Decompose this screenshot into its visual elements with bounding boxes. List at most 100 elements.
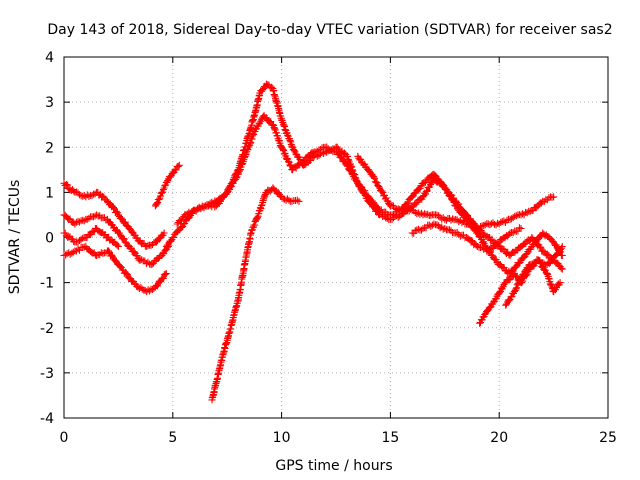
data-point-trail xyxy=(123,241,131,249)
data-point-trail xyxy=(488,235,496,243)
data-point-trail xyxy=(537,243,545,251)
data-point-trail xyxy=(227,182,235,190)
data-point-trail xyxy=(492,295,500,303)
data-point-trail xyxy=(375,183,383,190)
data-point-trail xyxy=(76,191,83,199)
data-point-trail xyxy=(370,203,378,211)
data-point-trail xyxy=(280,122,288,130)
data-point-trail xyxy=(279,146,287,153)
data-point-trail xyxy=(178,224,186,231)
data-point-trail xyxy=(174,162,182,170)
x-tick-label: 15 xyxy=(381,430,399,446)
data-point-trail xyxy=(112,226,120,234)
data-point-trail xyxy=(491,220,498,228)
data-point-trail xyxy=(65,249,73,257)
data-point-trail xyxy=(141,286,149,294)
data-point-trail xyxy=(256,91,263,99)
data-point-trail xyxy=(287,140,295,148)
data-point-trail xyxy=(373,206,381,214)
data-point-trail xyxy=(357,155,365,163)
data-point-trail xyxy=(290,147,298,154)
data-point-trail xyxy=(346,167,354,175)
data-point-trail xyxy=(64,181,72,189)
data-point-trail xyxy=(341,158,349,166)
data-point-trail xyxy=(251,221,259,229)
data-point-trail xyxy=(144,258,152,266)
data-point-trail xyxy=(516,258,524,266)
data-point-trail xyxy=(240,261,248,269)
data-point-trail xyxy=(235,167,243,175)
data-point-trail xyxy=(435,212,443,220)
data-point-trail xyxy=(134,255,142,262)
data-point-trail xyxy=(79,234,87,242)
data-point-trail xyxy=(257,205,265,213)
y-tick-label: -2 xyxy=(40,321,54,337)
data-point-trail xyxy=(406,204,414,212)
data-point-trail xyxy=(254,214,261,222)
data-point-trail xyxy=(62,181,70,188)
data-point-trail xyxy=(286,137,294,145)
data-point xyxy=(419,225,427,232)
data-point-trail xyxy=(341,149,348,157)
data-point-trail xyxy=(69,186,76,194)
data-point-trail xyxy=(412,200,420,208)
y-tick-label: 1 xyxy=(45,185,54,201)
data-point-trail xyxy=(138,285,146,293)
data-point-trail xyxy=(337,153,345,161)
data-point-trail xyxy=(170,233,178,241)
data-point-trail xyxy=(523,209,531,217)
data-point-trail xyxy=(105,247,112,255)
data-point-trail xyxy=(72,188,80,196)
data-point-trail xyxy=(444,189,452,196)
data-point-trail xyxy=(456,232,464,240)
data-point-trail xyxy=(101,231,109,238)
y-tick-label: -4 xyxy=(40,411,54,427)
data-point-trail xyxy=(281,122,289,130)
data-point-trail xyxy=(112,207,120,215)
data-point-trail xyxy=(438,215,446,223)
data-point-trail xyxy=(394,213,402,221)
data-point-trail xyxy=(449,197,457,205)
data-point-trail xyxy=(487,220,495,228)
data-point-trail xyxy=(423,187,431,195)
data-point-trail xyxy=(356,182,364,190)
data-point-trail xyxy=(418,209,425,217)
data-point-trail xyxy=(185,208,193,216)
x-tick-label: 10 xyxy=(273,430,291,446)
data-point-trail xyxy=(515,259,523,267)
data-point-trail xyxy=(348,170,356,178)
data-point-trail xyxy=(154,199,162,207)
data-point-trail xyxy=(283,195,291,203)
x-tick-label: 0 xyxy=(60,430,69,446)
data-point-trail xyxy=(159,275,167,282)
data-point-trail xyxy=(504,232,512,240)
data-point-trail xyxy=(226,185,234,193)
data-point-trail xyxy=(267,118,275,126)
data-point-trail xyxy=(446,226,453,234)
data-point-trail xyxy=(406,195,414,203)
data-point-trail xyxy=(153,200,161,208)
data-point-trail xyxy=(514,280,522,288)
data-point-trail xyxy=(545,260,553,268)
data-point-trail xyxy=(247,138,255,146)
data-point-trail xyxy=(500,280,508,288)
data-point-trail xyxy=(288,142,296,150)
data-point-trail xyxy=(553,251,561,259)
data-point-trail xyxy=(378,187,386,195)
data-point-trail xyxy=(555,281,563,289)
data-points xyxy=(60,80,566,404)
data-point-trail xyxy=(225,330,233,337)
data-point-trail xyxy=(242,151,250,159)
data-point-trail xyxy=(505,276,513,284)
data-point-trail xyxy=(388,215,396,223)
data-point-trail xyxy=(219,353,226,361)
data-point-trail xyxy=(345,166,353,174)
data-point-trail xyxy=(500,217,508,225)
data-point-trail xyxy=(467,237,475,245)
data-point-trail xyxy=(439,181,447,188)
data-point-trail xyxy=(494,240,502,248)
data-point-trail xyxy=(232,174,240,182)
data-point-trail xyxy=(74,217,82,225)
data-point-trail xyxy=(155,196,163,204)
data-point-trail xyxy=(556,263,564,271)
